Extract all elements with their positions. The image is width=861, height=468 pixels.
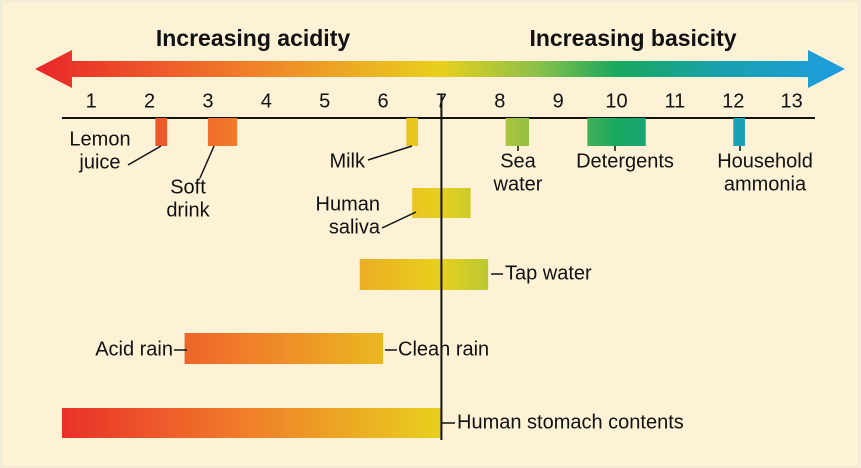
range-bar (184, 333, 384, 364)
item-label: Tap water (505, 262, 592, 284)
item-label: Human (316, 193, 380, 215)
leader-line (381, 211, 417, 229)
basicity-heading: Increasing basicity (529, 25, 736, 51)
range-bar (359, 259, 489, 290)
x-tick-label: 4 (261, 90, 272, 112)
x-tick-label: 6 (377, 90, 388, 112)
x-tick-label: 3 (202, 90, 213, 112)
x-tick-label: 12 (722, 90, 744, 112)
item-label: water (493, 173, 543, 195)
item-end-label: Clean rain (398, 338, 489, 360)
item-label: Detergents (576, 150, 674, 172)
x-tick-label: 9 (553, 90, 564, 112)
item-label: Household (717, 150, 813, 172)
range-bar (207, 118, 238, 146)
range-bar (733, 118, 745, 146)
acidity-heading: Increasing acidity (156, 25, 351, 51)
range-bar (406, 118, 419, 146)
item-label: Milk (329, 150, 366, 172)
x-tick-label: 11 (665, 90, 686, 112)
x-tick-label: 5 (319, 90, 330, 112)
item-label: ammonia (724, 173, 807, 195)
leader-line (367, 145, 413, 161)
item-label: drink (166, 199, 210, 221)
x-tick-label: 10 (605, 90, 627, 112)
range-bar (505, 118, 529, 146)
item-label: Human stomach contents (457, 411, 684, 433)
x-tick-label: 1 (86, 90, 97, 112)
range-bar (587, 118, 646, 146)
leader-line (127, 145, 162, 166)
range-bar (62, 408, 442, 438)
item-label: Soft (170, 176, 206, 198)
item-label: Acid rain (95, 338, 173, 360)
leader-line (199, 145, 215, 179)
item-label: saliva (329, 216, 381, 238)
item-label: juice (78, 151, 120, 173)
scale-arrow (35, 50, 845, 88)
item-label: Lemon (69, 128, 130, 150)
item-label: Sea (500, 150, 536, 172)
x-tick-label: 13 (781, 90, 803, 112)
x-tick-label: 2 (144, 90, 155, 112)
range-bar (155, 118, 168, 146)
x-tick-label: 8 (494, 90, 505, 112)
